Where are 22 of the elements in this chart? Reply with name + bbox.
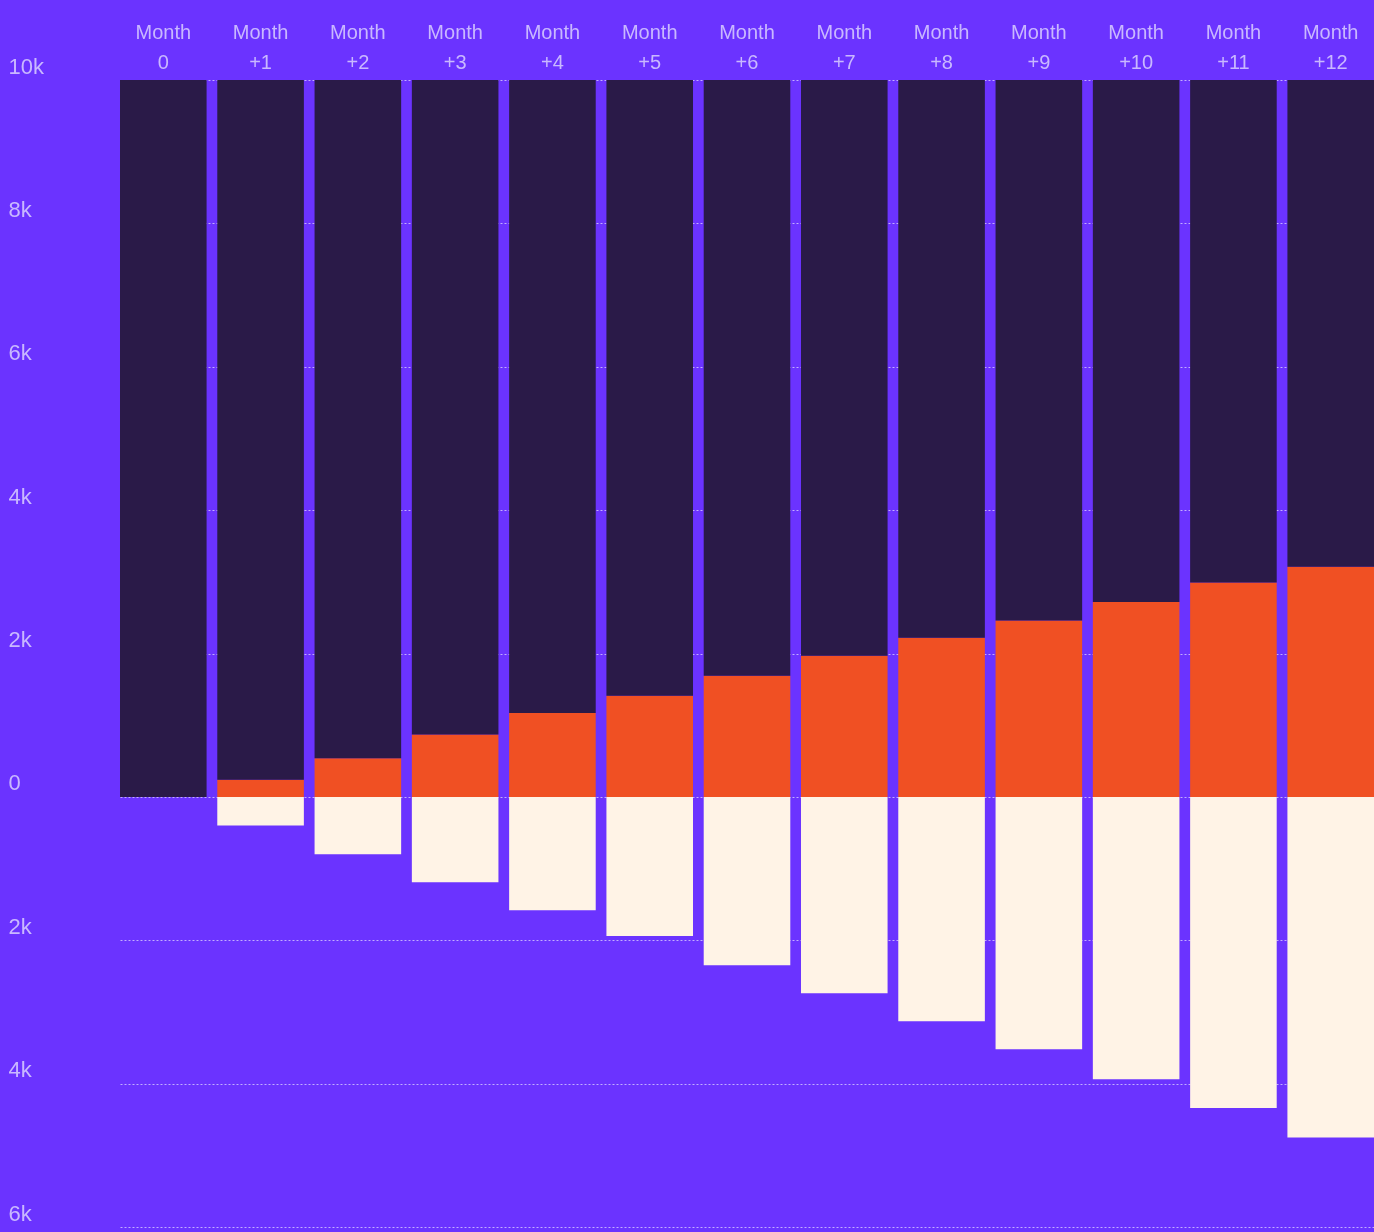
y-tick-label: 0 <box>8 770 21 796</box>
y-tick-label: 6k <box>8 1200 33 1226</box>
x-tick-label: Month +11 <box>1205 20 1262 73</box>
y-tick-label: 2k <box>8 627 33 652</box>
y-tick-label: 10k <box>8 53 45 79</box>
x-tick-label: Month 0 <box>135 20 192 73</box>
x-tick-label: Month +6 <box>719 20 775 73</box>
x-tick-label: Month +8 <box>913 20 970 73</box>
y-tick-label: 4k <box>8 1057 33 1083</box>
x-tick-label: Month +3 <box>427 20 483 73</box>
y-tick-label: 6k <box>8 340 33 366</box>
x-tick-label: Month +2 <box>330 20 386 73</box>
x-tick-label: Month +12 <box>1302 20 1359 73</box>
y-tick-label: 2k <box>8 913 33 939</box>
x-tick-label: Month +5 <box>621 20 678 73</box>
y-tick-label: 8k <box>8 196 33 222</box>
x-tick-label: Month +9 <box>1011 20 1067 73</box>
x-tick-label: Month +4 <box>524 20 581 73</box>
y-tick-label: 4k <box>8 483 33 509</box>
x-tick-label: Month +10 <box>1108 20 1164 73</box>
x-tick-label: Month +7 <box>816 20 873 73</box>
x-tick-label: Month +1 <box>232 20 289 73</box>
